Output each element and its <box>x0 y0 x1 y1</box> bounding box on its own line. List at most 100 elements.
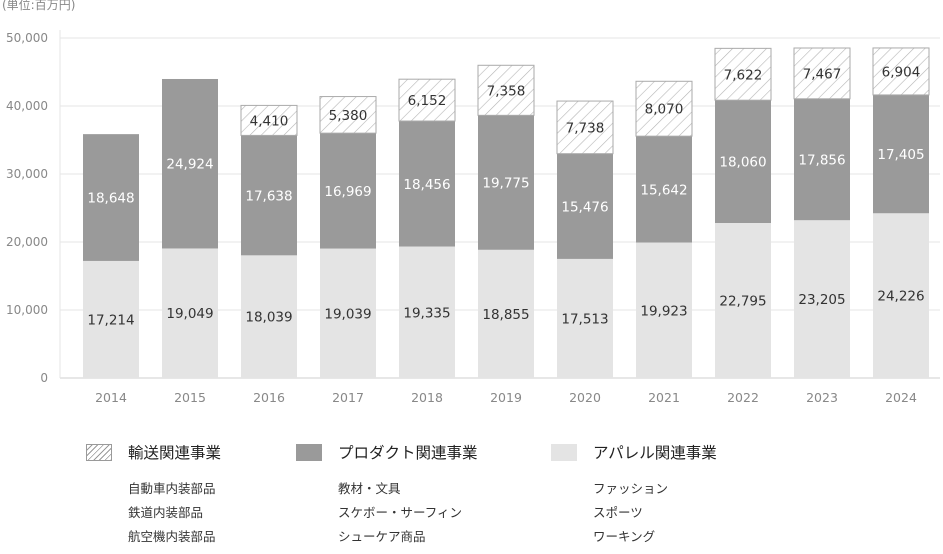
data-label: 19,775 <box>482 176 529 192</box>
data-label: 17,856 <box>798 152 845 168</box>
data-label: 18,060 <box>719 155 766 171</box>
bar-segment <box>162 78 218 249</box>
data-label: 17,513 <box>561 311 608 327</box>
legend-item: 鉄道内装部品 <box>128 505 204 520</box>
x-tick-label: 2022 <box>727 390 759 405</box>
data-label: 22,795 <box>719 293 766 309</box>
data-label: 7,738 <box>566 120 605 136</box>
x-axis: 2014 2015 2016 2017 2018 2019 2020 2021 2022 2023… <box>95 390 917 405</box>
legend-item: ファッション <box>593 481 669 496</box>
y-tick-label: 30,000 <box>6 167 48 181</box>
x-tick-label: 2023 <box>806 390 838 405</box>
data-label: 17,214 <box>87 312 134 328</box>
bar-segment <box>478 115 534 250</box>
legend-item: スポーツ <box>593 505 643 520</box>
data-label: 17,405 <box>877 147 924 163</box>
data-label: 18,855 <box>482 307 529 323</box>
bar-segment <box>635 80 693 137</box>
legend-title-product: プロダクト関連事業 <box>338 444 478 462</box>
bar-segment <box>478 249 534 378</box>
data-label: 6,904 <box>882 64 921 80</box>
bar-segment <box>398 78 456 122</box>
data-label: 23,205 <box>798 292 845 308</box>
data-label: 7,467 <box>803 66 842 82</box>
bar-segment <box>477 64 535 116</box>
y-tick-label: 20,000 <box>6 235 48 249</box>
y-axis: 0 10,000 20,000 30,000 40,000 50,000 <box>6 31 48 385</box>
bar-segment <box>794 220 850 378</box>
bars: 17,214 18,648 19,049 24,924 18,039 17,638 4,41… <box>83 47 930 378</box>
data-label: 4,410 <box>250 113 289 129</box>
unit-label: (単位:百万円) <box>2 0 76 12</box>
data-label: 7,358 <box>487 83 526 99</box>
bar-segment <box>636 136 692 243</box>
data-label: 19,039 <box>324 306 371 322</box>
data-label: 5,380 <box>329 108 368 124</box>
legend-item: スケボー・サーフィン <box>338 505 463 520</box>
legend-swatch-apparel <box>551 444 577 461</box>
data-label: 18,648 <box>87 191 134 207</box>
x-tick-label: 2024 <box>885 390 917 405</box>
bar-segment <box>399 246 455 378</box>
data-label: 19,923 <box>640 303 687 319</box>
legend-item: ワーキング <box>593 529 656 544</box>
legend-swatch-transport <box>86 444 112 461</box>
data-label: 16,969 <box>324 184 371 200</box>
bar-segment <box>793 47 851 100</box>
bar-segment <box>240 104 298 136</box>
y-tick-label: 10,000 <box>6 303 48 317</box>
bar-segment <box>319 96 377 134</box>
y-tick-label: 40,000 <box>6 99 48 113</box>
bar-segment <box>873 94 929 214</box>
bar-segment <box>83 260 139 378</box>
data-label: 19,335 <box>403 305 450 321</box>
legend-title-transport: 輸送関連事業 <box>128 444 222 462</box>
data-label: 8,070 <box>645 102 684 118</box>
legend-item: シューケア商品 <box>338 529 426 544</box>
legend-items-apparel: ファッション スポーツ ワーキング <box>593 477 668 549</box>
bar-segment <box>557 258 613 378</box>
bar-segment <box>241 135 297 256</box>
x-tick-label: 2020 <box>569 390 601 405</box>
bar-segment <box>556 100 614 155</box>
legend-title-apparel: アパレル関連事業 <box>593 444 717 462</box>
data-label: 19,049 <box>166 306 213 322</box>
data-label: 24,924 <box>166 157 213 173</box>
legend-items-transport: 自動車内装部品 鉄道内装部品 航空機内装部品 <box>128 477 216 549</box>
bar-segment <box>873 213 929 378</box>
x-tick-label: 2018 <box>411 390 443 405</box>
x-tick-label: 2015 <box>174 390 206 405</box>
bar-segment <box>715 222 771 378</box>
legend-item: 自動車内装部品 <box>128 481 216 496</box>
bar-segment <box>399 121 455 247</box>
bar-segment <box>636 242 692 378</box>
data-label: 17,638 <box>245 188 292 204</box>
legend-item: 教材・文具 <box>338 481 401 496</box>
bar-segment <box>320 248 376 378</box>
bar-segment <box>320 133 376 249</box>
bar-segment <box>241 255 297 378</box>
legend-swatch-product <box>296 444 322 461</box>
stacked-bar-chart: 0 10,000 20,000 30,000 40,000 50,000 17,214 18… <box>6 30 940 405</box>
bar-segment <box>557 153 613 259</box>
y-tick-label: 0 <box>40 371 48 385</box>
bar-segment <box>715 100 771 223</box>
x-tick-label: 2017 <box>332 390 364 405</box>
legend: 輸送関連事業 自動車内装部品 鉄道内装部品 航空機内装部品 プロダクト関連事業 … <box>0 440 943 554</box>
data-label: 15,642 <box>640 182 687 198</box>
data-label: 15,476 <box>561 199 608 215</box>
x-tick-label: 2021 <box>648 390 680 405</box>
x-tick-label: 2014 <box>95 390 127 405</box>
bar-segment <box>794 98 850 221</box>
legend-items-product: 教材・文具 スケボー・サーフィン シューケア商品 <box>338 477 462 549</box>
data-label: 18,456 <box>403 177 450 193</box>
x-tick-label: 2016 <box>253 390 285 405</box>
bar-segment <box>714 47 772 101</box>
data-label: 6,152 <box>408 93 447 109</box>
bar-segment <box>162 248 218 378</box>
bar-segment <box>83 134 139 261</box>
data-label: 7,622 <box>724 67 763 83</box>
x-tick-label: 2019 <box>490 390 522 405</box>
legend-item: 航空機内装部品 <box>128 529 216 544</box>
bar-segment <box>872 47 930 96</box>
